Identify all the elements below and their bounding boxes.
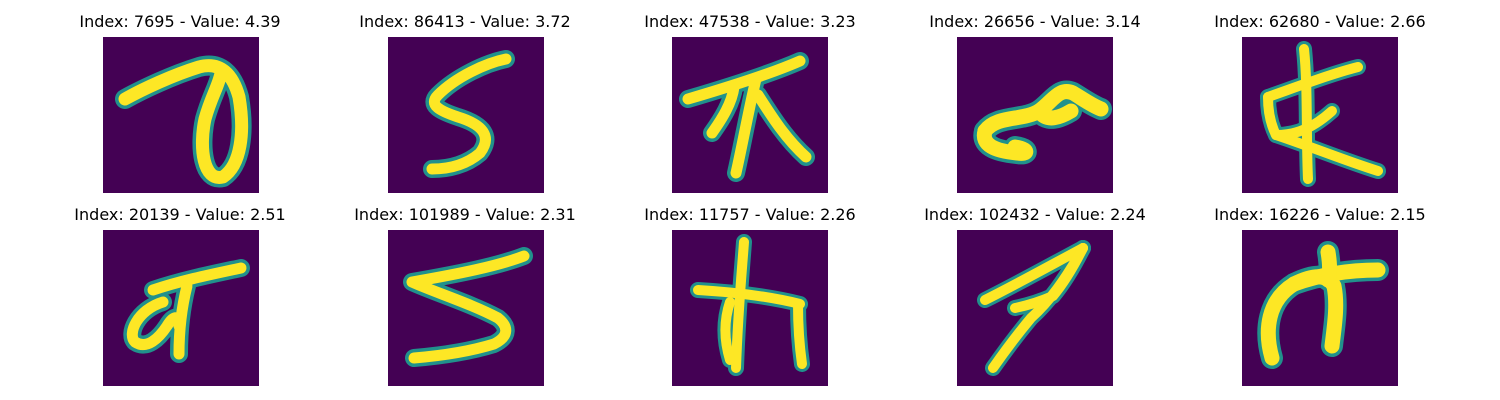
digit-image (1242, 230, 1398, 386)
panel-title: Index: 47538 - Value: 3.23 (644, 12, 856, 31)
digit-image (672, 37, 828, 193)
panel-title: Index: 62680 - Value: 2.66 (1214, 12, 1426, 31)
panel-title: Index: 102432 - Value: 2.24 (924, 205, 1146, 224)
panel-title: Index: 11757 - Value: 2.26 (644, 205, 856, 224)
digit-image (103, 230, 259, 386)
panel-title: Index: 7695 - Value: 4.39 (79, 12, 281, 31)
panel-title: Index: 101989 - Value: 2.31 (354, 205, 576, 224)
panel-title: Index: 86413 - Value: 3.72 (359, 12, 571, 31)
digit-image (672, 230, 828, 386)
panel-title: Index: 16226 - Value: 2.15 (1214, 205, 1426, 224)
panel-title: Index: 20139 - Value: 2.51 (74, 205, 286, 224)
panel-title: Index: 26656 - Value: 3.14 (929, 12, 1141, 31)
digit-image (957, 37, 1113, 193)
digit-image (388, 37, 544, 193)
digit-image (957, 230, 1113, 386)
digit-image (1242, 37, 1398, 193)
digit-image (388, 230, 544, 386)
digit-image (103, 37, 259, 193)
